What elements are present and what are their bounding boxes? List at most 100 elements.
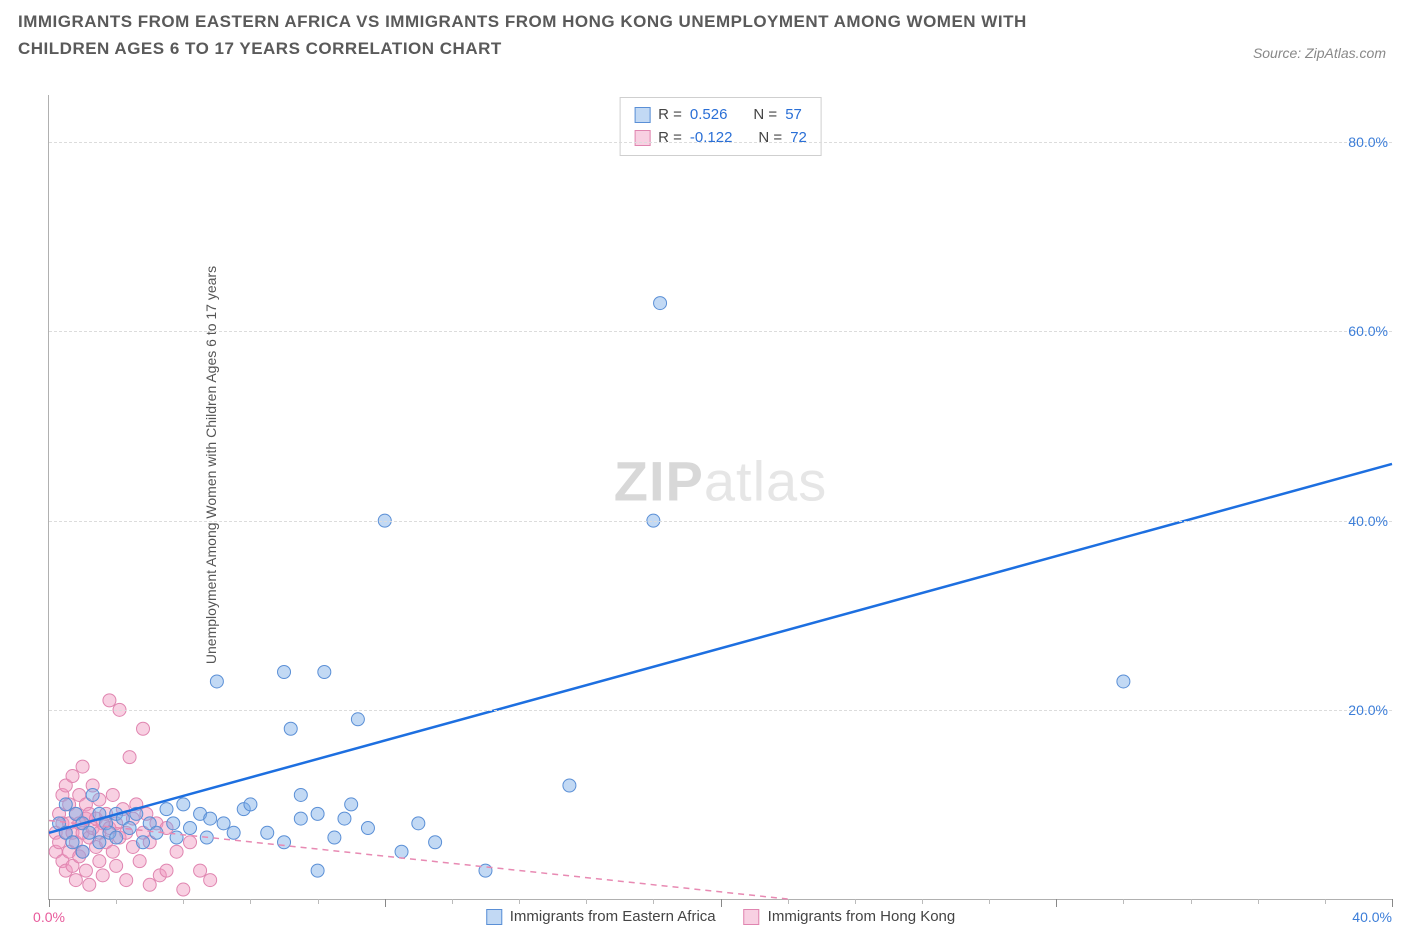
data-point [278,836,291,849]
data-point [96,869,109,882]
data-point [338,812,351,825]
n-label: N = [758,127,782,150]
data-point [143,878,156,891]
x-tick-minor [519,899,520,904]
data-point [93,836,106,849]
x-tick-minor [1191,899,1192,904]
data-point [106,788,119,801]
data-point [217,817,230,830]
gridline [49,142,1392,143]
x-tick-minor [116,899,117,904]
data-point [133,855,146,868]
data-point [563,779,576,792]
pink-n-value: 72 [790,127,807,150]
data-point [177,798,190,811]
pink-r-value: -0.122 [690,127,733,150]
chart-title: IMMIGRANTS FROM EASTERN AFRICA VS IMMIGR… [18,8,1118,62]
data-point [278,665,291,678]
gridline [49,521,1392,522]
y-tick-label: 20.0% [1348,702,1398,718]
x-tick-minor [586,899,587,904]
data-point [170,845,183,858]
data-point [86,788,99,801]
data-point [261,826,274,839]
data-point [79,864,92,877]
regression-line [49,464,1392,833]
x-tick-minor [653,899,654,904]
data-point [1117,675,1130,688]
blue-r-value: 0.526 [690,104,728,127]
data-point [294,812,307,825]
y-tick-label: 80.0% [1348,134,1398,150]
pink-swatch-icon [634,130,650,146]
x-tick-minor [1258,899,1259,904]
blue-n-value: 57 [785,104,802,127]
data-point [227,826,240,839]
scatter-plot [49,95,1392,899]
series-legend: Immigrants from Eastern Africa Immigrant… [486,908,955,925]
data-point [137,722,150,735]
data-point [361,822,374,835]
x-origin-label: 0.0% [33,909,65,925]
data-point [59,798,72,811]
x-tick [721,899,722,907]
gridline [49,710,1392,711]
data-point [429,836,442,849]
x-tick-minor [1325,899,1326,904]
r-label: R = [658,127,682,150]
data-point [123,822,136,835]
data-point [103,694,116,707]
data-point [244,798,257,811]
data-point [318,665,331,678]
data-point [184,822,197,835]
r-label: R = [658,104,682,127]
legend-item-pink: Immigrants from Hong Kong [744,908,956,925]
data-point [177,883,190,896]
data-point [284,722,297,735]
data-point [654,297,667,310]
chart-area: ZIPatlas R = 0.526 N = 57 R = -0.122 N =… [48,95,1392,900]
data-point [167,817,180,830]
data-point [328,831,341,844]
x-tick-minor [788,899,789,904]
blue-swatch-icon [634,107,650,123]
legend-row-pink: R = -0.122 N = 72 [634,127,807,150]
legend-row-blue: R = 0.526 N = 57 [634,104,807,127]
x-tick [1056,899,1057,907]
data-point [69,874,82,887]
data-point [110,859,123,872]
data-point [351,713,364,726]
data-point [204,812,217,825]
data-point [66,836,79,849]
x-tick-minor [855,899,856,904]
x-tick-minor [318,899,319,904]
data-point [83,878,96,891]
source-label: Source: ZipAtlas.com [1253,45,1386,61]
data-point [66,770,79,783]
correlation-legend: R = 0.526 N = 57 R = -0.122 N = 72 [619,97,822,156]
x-tick [49,899,50,907]
y-tick-label: 40.0% [1348,513,1398,529]
data-point [311,864,324,877]
x-tick-minor [183,899,184,904]
data-point [123,751,136,764]
data-point [412,817,425,830]
x-tick-minor [1123,899,1124,904]
data-point [160,803,173,816]
data-point [76,760,89,773]
data-point [160,864,173,877]
x-tick [1392,899,1393,907]
x-tick-minor [250,899,251,904]
data-point [83,826,96,839]
data-point [184,836,197,849]
pink-swatch-icon [744,909,760,925]
x-tick [385,899,386,907]
data-point [311,807,324,820]
x-tick-minor [452,899,453,904]
data-point [110,831,123,844]
data-point [120,874,133,887]
blue-series-label: Immigrants from Eastern Africa [510,908,716,925]
n-label: N = [753,104,777,127]
data-point [194,864,207,877]
data-point [210,675,223,688]
